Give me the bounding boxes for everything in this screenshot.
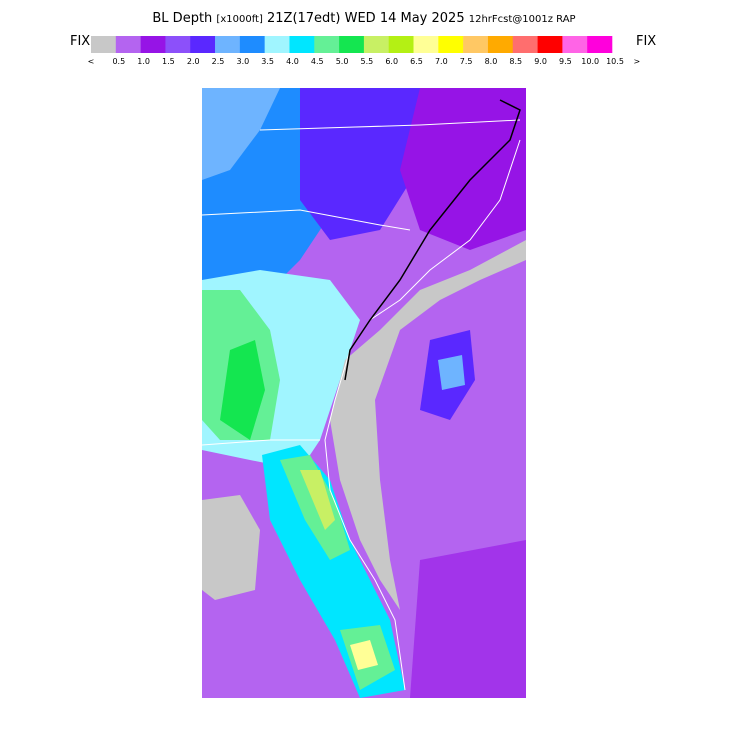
legend-label: 2.0 xyxy=(187,57,200,66)
legend-swatch xyxy=(463,36,489,53)
legend-label: 2.5 xyxy=(212,57,225,66)
legend-swatch xyxy=(115,36,141,53)
legend-swatch xyxy=(537,36,563,53)
legend-swatch xyxy=(587,36,613,53)
legend-label: 10.5 xyxy=(606,57,624,66)
legend-swatch xyxy=(239,36,265,53)
legend-swatch xyxy=(562,36,588,53)
legend-swatch xyxy=(388,36,414,53)
legend-label: 4.5 xyxy=(311,57,324,66)
legend-label: 1.5 xyxy=(162,57,175,66)
legend-label: 9.0 xyxy=(534,57,547,66)
title-units: [x1000ft] xyxy=(216,14,263,25)
legend-label: 0.5 xyxy=(112,57,125,66)
legend-label: 5.5 xyxy=(361,57,374,66)
title-main: BL Depth xyxy=(152,11,212,26)
region xyxy=(300,470,335,530)
legend-label: 3.0 xyxy=(236,57,249,66)
legend-label: 4.0 xyxy=(286,57,299,66)
land-mask xyxy=(330,240,526,610)
legend-label: 9.5 xyxy=(559,57,572,66)
land-mask xyxy=(202,495,260,600)
title-valid: 21Z(17edt) WED 14 May 2025 xyxy=(267,11,465,26)
legend-label: 3.5 xyxy=(261,57,274,66)
region xyxy=(350,640,378,670)
legend-swatch xyxy=(363,36,390,53)
map xyxy=(202,88,526,698)
legend-swatch xyxy=(264,36,290,53)
title-run: 12hrFcst@1001z RAP xyxy=(469,14,576,25)
state-line xyxy=(202,209,411,231)
legend-swatch xyxy=(91,36,117,53)
contour xyxy=(344,99,521,381)
region xyxy=(280,455,350,560)
region xyxy=(400,88,526,250)
legend-swatch xyxy=(438,36,464,53)
legend-label: > xyxy=(633,57,640,66)
region xyxy=(220,340,265,440)
legend-swatch xyxy=(215,36,241,53)
region xyxy=(410,540,526,698)
legend-swatch xyxy=(487,36,514,53)
legend-label: 6.5 xyxy=(410,57,423,66)
legend-label: 6.0 xyxy=(385,57,398,66)
coastline xyxy=(324,139,521,691)
fix-right: FIX xyxy=(636,34,656,49)
legend-swatch xyxy=(339,36,365,53)
legend-label: 1.0 xyxy=(137,57,150,66)
region xyxy=(438,355,465,390)
legend-swatch xyxy=(512,36,538,53)
legend-swatch xyxy=(140,36,166,53)
legend-label: < xyxy=(88,57,95,66)
legend-label: 8.5 xyxy=(509,57,522,66)
legend-label: 7.0 xyxy=(435,57,448,66)
legend-label: 7.5 xyxy=(460,57,473,66)
legend-swatch xyxy=(289,36,315,53)
title: BL Depth [x1000ft] 21Z(17edt) WED 14 May… xyxy=(152,11,575,26)
state-line xyxy=(202,439,320,446)
legend-swatch xyxy=(190,36,216,53)
legend-swatch xyxy=(314,36,340,53)
region xyxy=(202,88,280,180)
state-line xyxy=(259,119,521,131)
legend-swatch xyxy=(165,36,191,53)
legend-label: 5.0 xyxy=(336,57,349,66)
legend-label: 8.0 xyxy=(485,57,498,66)
fix-left: FIX xyxy=(70,34,90,49)
legend-swatch xyxy=(413,36,439,53)
legend-label: 10.0 xyxy=(581,57,599,66)
colorbar: <0.5 1.0 1.5 2.0 2.5 3.0 3.5 4.0 4.5 5.0 5.5 6.0 6.5… xyxy=(88,36,640,66)
